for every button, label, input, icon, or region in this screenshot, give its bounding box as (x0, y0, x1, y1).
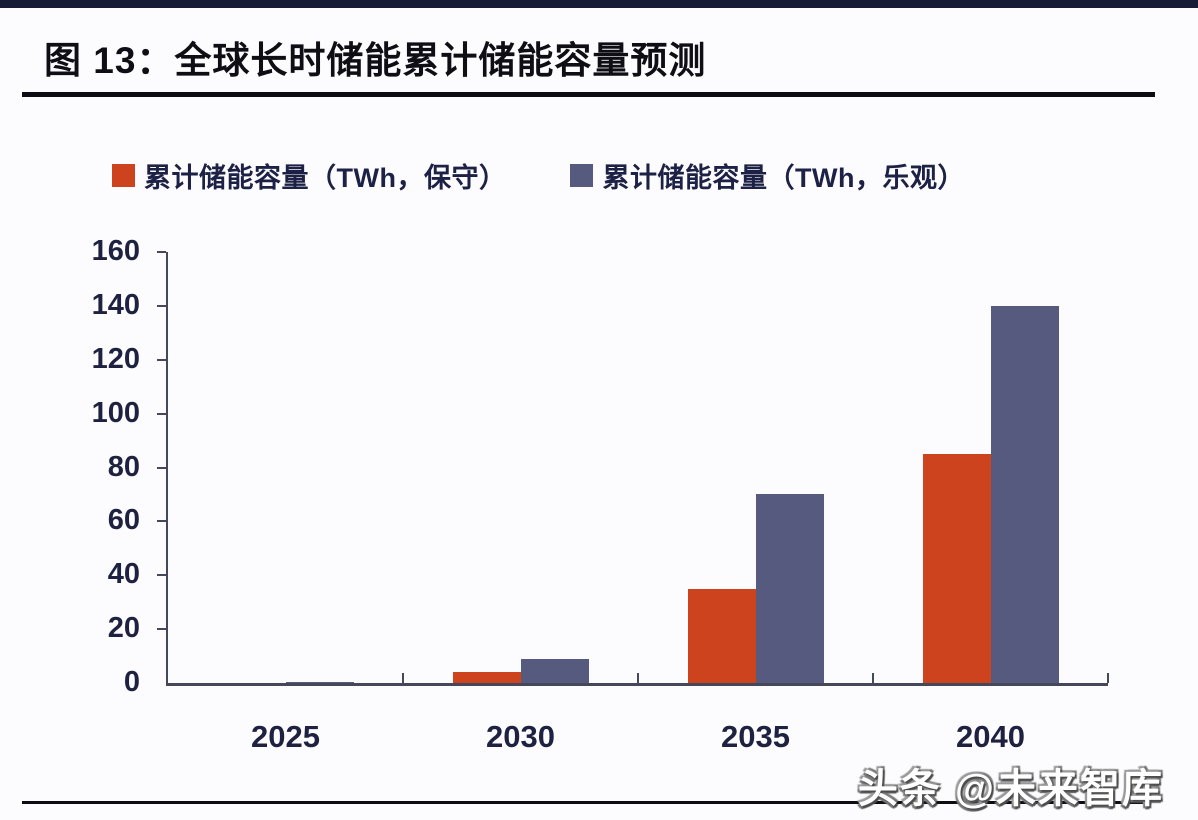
y-axis-tick-label: 120 (91, 342, 140, 375)
y-axis-tick (157, 304, 166, 307)
x-axis-tick (637, 673, 639, 683)
y-axis-tick (157, 574, 166, 577)
bottom-rule (22, 801, 1150, 804)
y-axis-tick (157, 628, 166, 631)
page-title: 图 13：全球长时储能累计储能容量预测 (44, 40, 707, 81)
y-axis-tick-label: 40 (107, 558, 140, 591)
legend-label-conservative: 累计储能容量（TWh，保守） (144, 163, 507, 193)
chart-legend: 累计储能容量（TWh，保守） 累计储能容量（TWh，乐观） (112, 156, 965, 195)
y-axis-tick (157, 520, 166, 523)
bar-optimistic-2030 (520, 658, 589, 683)
legend-swatch-optimistic-icon (570, 164, 594, 187)
y-axis-tick-label: 100 (91, 396, 140, 429)
legend-item-optimistic: 累计储能容量（TWh，乐观） (570, 156, 964, 195)
watermark: 头条 @未来智库 (857, 767, 1164, 811)
y-axis-line (166, 252, 168, 683)
x-axis-tick (1107, 673, 1109, 683)
y-axis-tick-label: 160 (91, 235, 140, 267)
y-axis-tick-label: 80 (107, 450, 140, 483)
y-axis-tick (157, 412, 166, 415)
bar-optimistic-2040 (990, 305, 1059, 683)
bar-conservative-2035 (687, 588, 756, 683)
y-axis-tick (157, 251, 166, 253)
y-axis-tick-label: 140 (91, 288, 140, 321)
y-axis-tick-label: 20 (107, 612, 140, 645)
bar-optimistic-2035 (755, 494, 824, 683)
x-axis-label-2025: 2025 (251, 719, 320, 754)
legend-label-optimistic: 累计储能容量（TWh，乐观） (602, 163, 965, 193)
y-axis-tick-label: 60 (107, 504, 140, 537)
top-accent-bar (0, 0, 1198, 8)
title-underline (22, 92, 1155, 97)
bar-conservative-2040 (922, 454, 991, 683)
bar-conservative-2030 (452, 672, 521, 683)
bar-optimistic-2025 (285, 682, 354, 683)
x-axis-tick (872, 673, 874, 683)
legend-swatch-conservative-icon (112, 164, 135, 187)
x-axis-label-2040: 2040 (956, 719, 1025, 754)
x-axis-line (166, 683, 1108, 686)
x-axis-label-2030: 2030 (486, 719, 555, 754)
x-axis-label-2035: 2035 (721, 719, 790, 754)
y-axis-tick-label: 0 (123, 666, 140, 698)
legend-item-conservative: 累计储能容量（TWh，保守） (112, 156, 506, 195)
y-axis-tick (157, 466, 166, 469)
y-axis-tick (157, 358, 166, 361)
x-axis-tick (402, 673, 404, 683)
